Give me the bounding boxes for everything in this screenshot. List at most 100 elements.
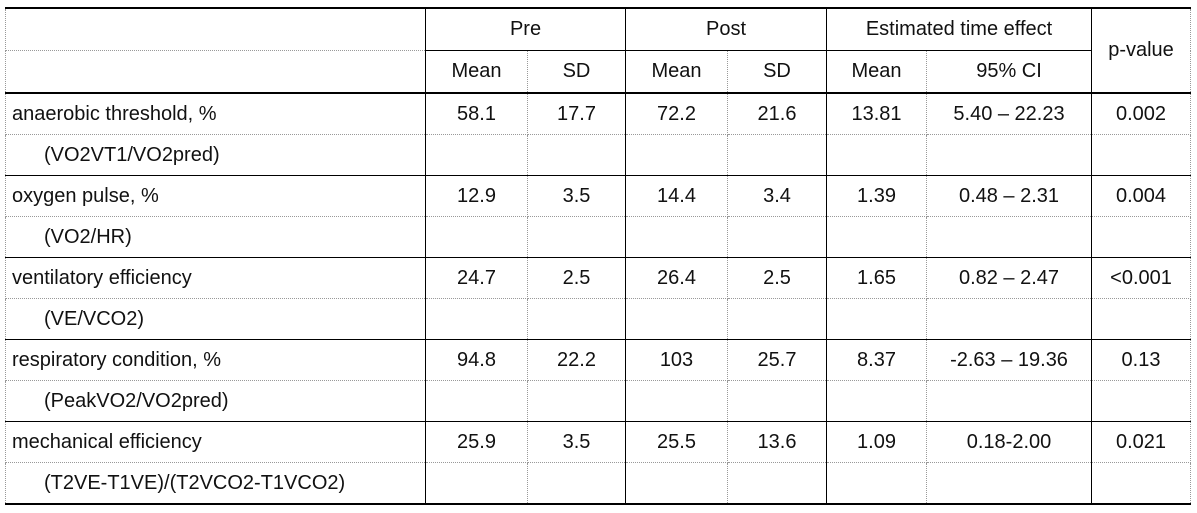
empty-cell	[826, 134, 927, 176]
empty-cell	[925, 380, 1093, 422]
row-sublabel: (VE/VCO2)	[5, 298, 426, 340]
empty-cell	[1091, 298, 1192, 340]
empty-cell	[625, 216, 728, 258]
group-header: Pre	[425, 7, 626, 51]
data-row: oxygen pulse, % 12.9 3.5 14.4 3.4 1.39 0.48 – …	[5, 175, 1192, 217]
row-label: ventilatory efficiency	[5, 257, 426, 299]
empty-cell	[925, 462, 1093, 505]
data-cell: 12.9	[425, 175, 528, 217]
row-label: mechanical efficiency	[5, 421, 426, 463]
data-cell: 13.81	[826, 92, 927, 135]
data-cell: 0.002	[1091, 92, 1192, 135]
empty-cell	[625, 298, 728, 340]
data-cell: 8.37	[826, 339, 927, 381]
data-cell: 1.65	[826, 257, 927, 299]
column-header: Mean	[826, 50, 927, 94]
data-cell: 25.9	[425, 421, 528, 463]
data-subrow: (T2VE-T1VE)/(T2VCO2-T1VCO2)	[5, 462, 1192, 505]
data-row: respiratory condition, % 94.8 22.2 103 25.7 8…	[5, 339, 1192, 381]
header-cell	[5, 50, 426, 94]
data-cell: -2.63 – 19.36	[925, 339, 1093, 381]
column-header: SD	[727, 50, 827, 94]
data-cell: 0.48 – 2.31	[925, 175, 1093, 217]
empty-cell	[1091, 216, 1192, 258]
header-row: Pre Post Estimated time effect p-value	[5, 7, 1192, 94]
empty-cell	[425, 298, 528, 340]
data-cell: 21.6	[727, 92, 827, 135]
data-cell: 0.13	[1091, 339, 1192, 381]
empty-cell	[527, 134, 626, 176]
column-header: SD	[527, 50, 626, 94]
empty-cell	[527, 216, 626, 258]
data-cell: 2.5	[527, 257, 626, 299]
data-subrow: (VO2/HR)	[5, 216, 1192, 258]
data-cell: 14.4	[625, 175, 728, 217]
data-cell: 3.5	[527, 175, 626, 217]
data-cell: 0.021	[1091, 421, 1192, 463]
empty-cell	[1091, 462, 1192, 505]
data-cell: 24.7	[425, 257, 528, 299]
empty-cell	[925, 216, 1093, 258]
group-header: Estimated time effect	[825, 7, 1093, 51]
data-cell: <0.001	[1091, 257, 1192, 299]
empty-cell	[425, 216, 528, 258]
empty-cell	[925, 134, 1093, 176]
data-subrow: (VE/VCO2)	[5, 298, 1192, 340]
row-label: oxygen pulse, %	[5, 175, 426, 217]
data-cell: 26.4	[625, 257, 728, 299]
row-label: anaerobic threshold, %	[5, 92, 426, 135]
data-cell: 13.6	[727, 421, 827, 463]
table-body: Pre Post Estimated time effect p-value Mean S…	[5, 7, 1192, 505]
data-cell: 0.004	[1091, 175, 1192, 217]
header-row: Mean SD Mean SD Mean 95% CI	[5, 50, 1191, 94]
data-cell: 0.18-2.00	[925, 421, 1093, 463]
empty-cell	[727, 298, 827, 340]
data-cell: 3.4	[727, 175, 827, 217]
data-cell: 1.39	[826, 175, 927, 217]
empty-cell	[727, 216, 827, 258]
empty-cell	[925, 298, 1093, 340]
row-sublabel: (PeakVO2/VO2pred)	[5, 380, 426, 422]
data-cell: 94.8	[425, 339, 528, 381]
empty-cell	[425, 134, 528, 176]
empty-cell	[527, 298, 626, 340]
data-table: Pre Post Estimated time effect p-value Mean S…	[5, 7, 1192, 505]
empty-cell	[826, 462, 927, 505]
empty-cell	[727, 134, 827, 176]
data-cell: 72.2	[625, 92, 728, 135]
data-cell: 103	[625, 339, 728, 381]
data-cell: 5.40 – 22.23	[925, 92, 1093, 135]
row-sublabel: (VO2VT1/VO2pred)	[5, 134, 426, 176]
data-cell: 3.5	[527, 421, 626, 463]
empty-cell	[826, 298, 927, 340]
data-subrow: (PeakVO2/VO2pred)	[5, 380, 1192, 422]
data-cell: 2.5	[727, 257, 827, 299]
column-header: Mean	[425, 50, 528, 94]
data-cell: 17.7	[527, 92, 626, 135]
data-subrow: (VO2VT1/VO2pred)	[5, 134, 1192, 176]
row-sublabel: (VO2/HR)	[5, 216, 426, 258]
column-header: 95% CI	[925, 50, 1093, 94]
group-header: Post	[625, 7, 827, 51]
data-cell: 1.09	[826, 421, 927, 463]
header-cell: p-value	[1091, 7, 1192, 94]
data-cell: 22.2	[527, 339, 626, 381]
column-header: Mean	[625, 50, 728, 94]
empty-cell	[1091, 380, 1192, 422]
data-cell: 0.82 – 2.47	[925, 257, 1093, 299]
row-sublabel: (T2VE-T1VE)/(T2VCO2-T1VCO2)	[5, 462, 426, 505]
data-cell: 25.5	[625, 421, 728, 463]
empty-cell	[826, 380, 927, 422]
header-cell	[5, 7, 426, 51]
empty-cell	[527, 462, 626, 505]
empty-cell	[425, 380, 528, 422]
empty-cell	[727, 380, 827, 422]
empty-cell	[625, 134, 728, 176]
empty-cell	[625, 462, 728, 505]
data-row: anaerobic threshold, % 58.1 17.7 72.2 21.6 13…	[5, 92, 1192, 135]
empty-cell	[1091, 134, 1192, 176]
data-cell: 25.7	[727, 339, 827, 381]
data-cell: 58.1	[425, 92, 528, 135]
empty-cell	[625, 380, 728, 422]
